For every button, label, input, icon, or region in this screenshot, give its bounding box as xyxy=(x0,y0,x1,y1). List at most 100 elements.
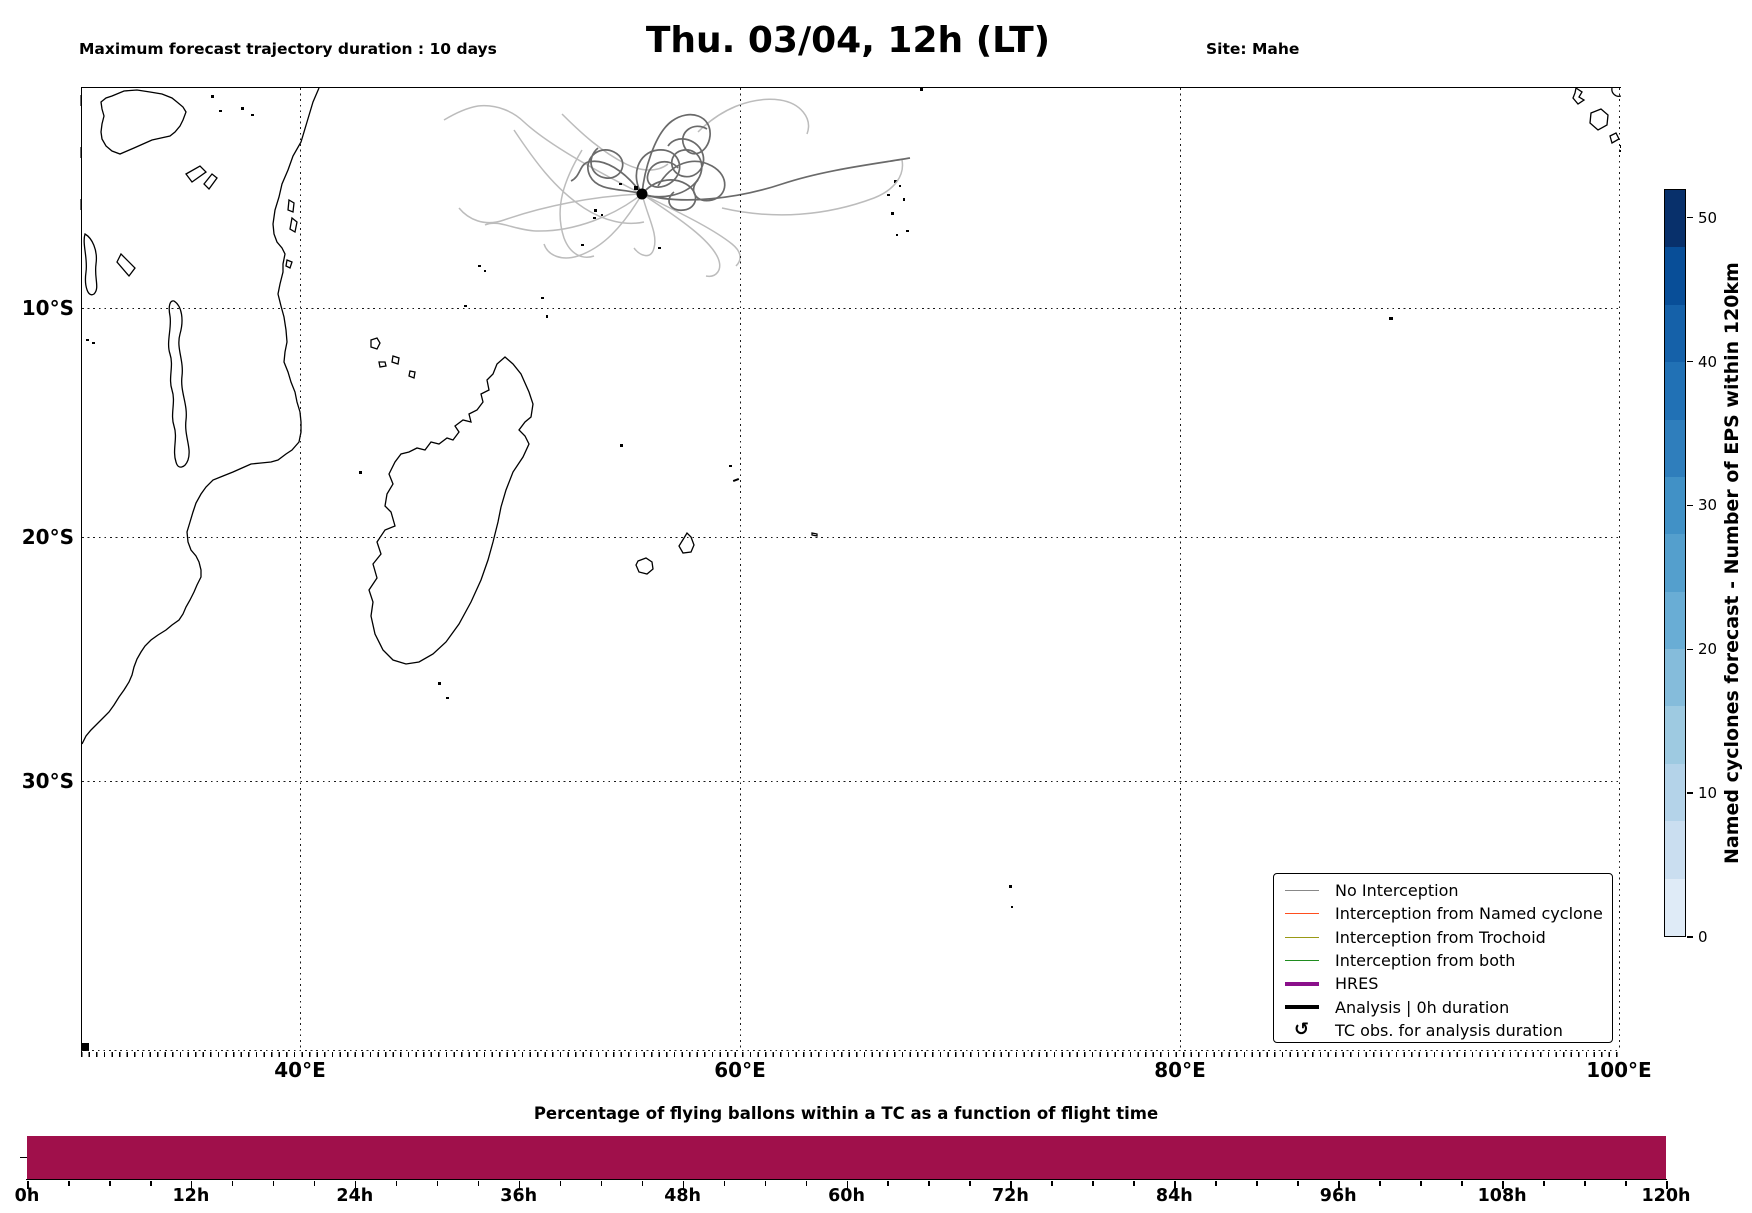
colorbar-band xyxy=(1665,763,1685,822)
barchart-minor-tick xyxy=(395,1181,398,1186)
barchart-minor-tick xyxy=(1461,1181,1463,1186)
lake-manyara xyxy=(203,173,218,190)
mayotte xyxy=(408,370,416,379)
barchart-minor-tick xyxy=(764,1181,767,1186)
barchart-minor-tick xyxy=(436,1181,439,1186)
legend-line-sample xyxy=(1284,981,1319,986)
barchart-minor-tick xyxy=(67,1181,70,1186)
anjouan xyxy=(391,355,400,365)
barchart-y-tick xyxy=(20,1157,27,1158)
colorbar-tick-label: 30 xyxy=(1698,496,1718,515)
trajectories-no-interception-dark xyxy=(570,113,911,211)
barchart-major-tick xyxy=(1174,1181,1176,1189)
gridline-lon xyxy=(1619,88,1621,1051)
colorbar-label: Named cyclones forecast - Number of EPS … xyxy=(1721,262,1743,864)
barchart-minor-tick xyxy=(559,1181,562,1186)
trajectories-no-interception-light xyxy=(443,98,904,278)
barchart-tick-label: 60h xyxy=(828,1186,865,1206)
barchart-minor-tick xyxy=(928,1181,931,1186)
barchart-minor-tick xyxy=(887,1181,890,1186)
barchart-minor-tick xyxy=(313,1181,316,1186)
colorbar-tick xyxy=(1687,792,1693,794)
legend-item-label: Interception from Named cyclone xyxy=(1335,904,1603,924)
gridline-lat xyxy=(82,308,1619,310)
colorbar-tick xyxy=(1687,648,1693,650)
barchart-minor-tick xyxy=(477,1181,480,1186)
barchart-minor-tick xyxy=(1256,1181,1258,1186)
corner-island-d xyxy=(1609,132,1620,144)
mauritius xyxy=(678,531,695,554)
legend-item-label: Interception from Trochoid xyxy=(1335,927,1546,947)
colorbar-tick-label: 10 xyxy=(1698,784,1718,803)
barchart-minor-tick xyxy=(1625,1181,1627,1186)
colorbar-band xyxy=(1665,362,1685,420)
colorbar-tick xyxy=(1687,217,1693,219)
legend-item-label: Analysis | 0h duration xyxy=(1335,997,1510,1017)
legend-item: Interception from both xyxy=(1274,949,1612,972)
colorbar-band xyxy=(1665,591,1685,649)
madagascar xyxy=(368,356,534,665)
barchart-major-tick xyxy=(1010,1181,1012,1189)
legend-item-label: No Interception xyxy=(1335,881,1459,901)
legend-swatch: ↺ xyxy=(1283,1021,1320,1039)
colorbar-band xyxy=(1665,304,1685,363)
lake-victoria xyxy=(100,89,187,155)
legend-item: HRES xyxy=(1274,972,1612,995)
map-legend: No Interception Interception from Named c… xyxy=(1273,873,1613,1043)
barchart-tick-label: 24h xyxy=(336,1186,374,1206)
lon-tick-label: 100°E xyxy=(1586,1058,1652,1082)
barchart-major-tick xyxy=(27,1181,29,1189)
colorbar-band xyxy=(1665,247,1685,305)
gridline-lat xyxy=(82,781,1619,783)
barchart-major-tick xyxy=(1666,1181,1668,1189)
barchart-minor-tick xyxy=(1379,1181,1381,1186)
gridline-lon xyxy=(740,88,742,1051)
barchart-minor-tick xyxy=(1420,1181,1422,1186)
barchart-major-tick xyxy=(1338,1181,1340,1189)
barchart-tick-label: 12h xyxy=(172,1186,210,1206)
colorbar-band xyxy=(1665,476,1685,535)
barchart-tick-label: 48h xyxy=(664,1186,701,1206)
colorbar-band xyxy=(1665,706,1685,764)
barchart-minor-tick xyxy=(1584,1181,1586,1186)
colorbar-tick-label: 50 xyxy=(1698,208,1718,227)
colorbar-band xyxy=(1665,821,1685,879)
barchart-tick-label: 72h xyxy=(991,1186,1029,1206)
legend-line-sample xyxy=(1284,936,1319,938)
lake-eyasi xyxy=(185,165,208,183)
lake-tanganyika xyxy=(83,233,98,296)
barchart-tick-label: 96h xyxy=(1319,1186,1357,1206)
legend-item: ↺ TC obs. for analysis duration xyxy=(1274,1019,1612,1042)
barchart-title: Percentage of flying ballons within a TC… xyxy=(533,1104,1159,1123)
barchart-minor-tick xyxy=(272,1181,275,1186)
lat-tick-label: 10°S xyxy=(21,296,74,320)
barchart-minor-tick xyxy=(969,1181,972,1186)
lon-tick-label: 60°E xyxy=(714,1058,766,1082)
legend-item-label: TC obs. for analysis duration xyxy=(1335,1020,1563,1040)
tc-obs-icon: ↺ xyxy=(1293,1019,1310,1041)
lake-malawi xyxy=(167,300,190,468)
barchart-major-tick xyxy=(518,1181,521,1189)
barchart-minor-tick xyxy=(1215,1181,1217,1186)
barchart-major-tick xyxy=(190,1181,193,1189)
lat-tick-label: 20°S xyxy=(21,525,74,549)
legend-item-label: HRES xyxy=(1335,974,1379,994)
legend-swatch xyxy=(1283,960,1320,962)
colorbar-tick xyxy=(1687,360,1693,363)
coastline-africa xyxy=(82,88,320,745)
barchart-tick-label: 120h xyxy=(1641,1186,1691,1206)
lon-tick-label: 40°E xyxy=(274,1058,326,1082)
colorbar-tick xyxy=(1687,936,1693,938)
map-bottom-minor-ticks xyxy=(81,1052,1620,1057)
colorbar-band xyxy=(1665,190,1685,248)
corner-island-c xyxy=(1589,108,1609,131)
map-canvas xyxy=(82,88,1621,1051)
corner-island-a xyxy=(1572,88,1586,105)
map-bottom-spine xyxy=(81,1050,1620,1052)
barchart-tick-label: 0h xyxy=(14,1186,40,1206)
barchart-tick-label: 36h xyxy=(500,1186,538,1206)
legend-swatch xyxy=(1283,890,1320,892)
barchart-minor-tick xyxy=(1133,1181,1135,1186)
pemba-island xyxy=(287,198,295,213)
colorbar-tick-label: 40 xyxy=(1698,352,1718,371)
